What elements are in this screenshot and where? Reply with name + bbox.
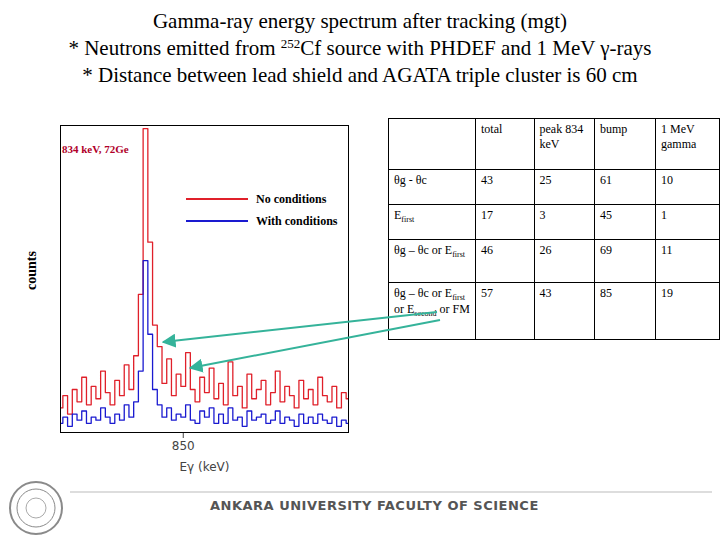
html-text:26: 26 (539, 243, 552, 257)
html-text:45: 45 (599, 208, 612, 222)
html-text:17: 17 (481, 208, 493, 222)
html-text:* Neutrons emitted from252Cf s: * Neutrons emitted from252Cf source with… (68, 36, 652, 60)
html-text:11: 11 (661, 243, 673, 257)
html-text:19: 19 (661, 286, 673, 300)
svg-text:Eγ (keV): Eγ (keV) (180, 460, 230, 474)
html-text:46: 46 (481, 243, 493, 257)
html-text:85: 85 (599, 286, 612, 300)
html-text:3: 3 (539, 208, 546, 222)
html-text:θg – θc or Efirst: θg – θc or Efirst (394, 286, 465, 303)
html-text:1: 1 (661, 208, 667, 222)
html-text:No conditions: No conditions (256, 191, 327, 206)
html-text:61: 61 (599, 173, 612, 187)
html-text:With conditions: With conditions (256, 213, 338, 228)
html-text:57: 57 (481, 286, 493, 300)
html-text:834 keV, 72Ge: 834 keV, 72Ge (62, 143, 129, 155)
html-text:bump: bump (599, 122, 628, 136)
html-text:43: 43 (539, 286, 552, 300)
html-text:peak 834 keV: peak 834 keV (539, 122, 584, 151)
html-text:θg - θc: θg - θc (394, 173, 427, 187)
html-text:Efirst: Efirst (394, 208, 415, 225)
html-text:43: 43 (481, 173, 493, 187)
html-text:ANKARA UNIVERSITY FACULTY OF S: ANKARA UNIVERSITY FACULTY OF SCIENCE (210, 498, 539, 513)
html-text:69: 69 (599, 243, 612, 257)
svg-text:850: 850 (172, 439, 195, 453)
html-text:10: 10 (661, 173, 673, 187)
html-text:counts: counts (24, 251, 39, 290)
html-text:or Esecondor FM: or Esecondor FM (394, 302, 470, 319)
html-text:total: total (481, 122, 503, 136)
html-text:* Distance between lead shield: * Distance between lead shield and AGATA… (82, 63, 638, 87)
html-text:1 MeV gamma: 1 MeV gamma (661, 122, 697, 151)
html-text:Gamma-ray energy spectrum afte: Gamma-ray energy spectrum after tracking… (152, 9, 568, 33)
html-text:θg – θc or Efirst: θg – θc or Efirst (394, 243, 465, 260)
html-text:25: 25 (539, 173, 552, 187)
